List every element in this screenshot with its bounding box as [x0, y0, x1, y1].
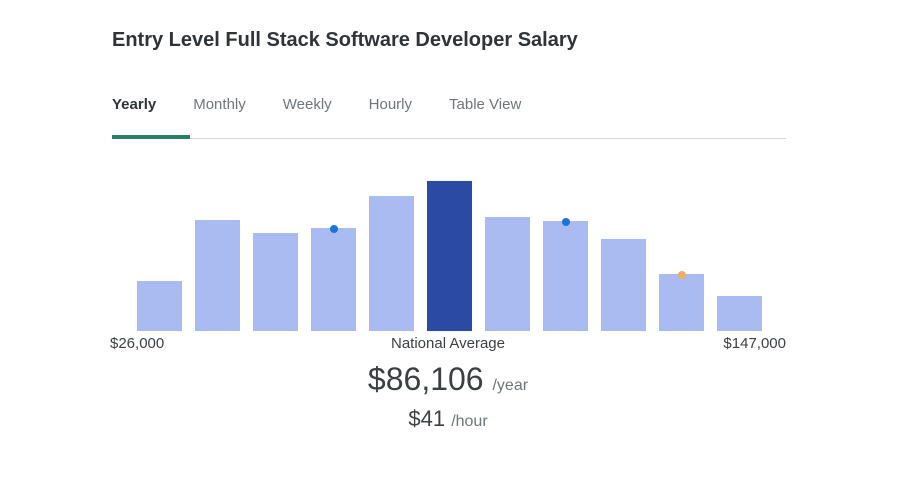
salary-widget: Entry Level Full Stack Software Develope… [110, 28, 786, 435]
min-salary-label: $26,000 [110, 335, 165, 352]
bar[interactable] [253, 233, 298, 331]
period-tabs: Yearly Monthly Weekly Hourly Table View [112, 96, 786, 139]
bar-chart-plot [137, 159, 762, 331]
bar[interactable] [137, 281, 182, 331]
salary-summary: $86,106 /year $41 /hour [110, 361, 786, 435]
tab-yearly-label: Yearly [112, 96, 157, 113]
hourly-salary-amount: $41 [408, 406, 446, 431]
tab-hourly-label: Hourly [368, 96, 413, 113]
orange-dot-marker-icon [677, 271, 686, 279]
bar-national-average[interactable] [427, 181, 472, 331]
bar[interactable] [601, 239, 646, 331]
bar[interactable] [543, 218, 588, 331]
yearly-salary-unit: /year [492, 377, 529, 394]
hourly-salary-unit: /hour [451, 413, 488, 430]
bar[interactable] [717, 296, 762, 331]
hourly-salary: $41 /hour [110, 406, 786, 435]
tab-weekly-label: Weekly [282, 96, 332, 113]
yearly-salary-amount: $86,106 [367, 361, 484, 397]
tab-table-view-label: Table View [449, 96, 522, 113]
tab-monthly[interactable]: Monthly [193, 96, 283, 138]
national-average-label: National Average [391, 335, 505, 352]
bar[interactable] [659, 271, 704, 331]
bar[interactable] [195, 220, 240, 331]
bar[interactable] [485, 217, 530, 331]
tab-yearly[interactable]: Yearly [112, 96, 193, 139]
yearly-salary: $86,106 /year [110, 361, 786, 404]
bar[interactable] [369, 196, 414, 331]
max-salary-label: $147,000 [723, 335, 786, 352]
tab-weekly[interactable]: Weekly [283, 96, 369, 138]
tab-hourly[interactable]: Hourly [369, 96, 449, 138]
blue-dot-marker-icon [561, 218, 570, 226]
page-title: Entry Level Full Stack Software Develope… [112, 29, 578, 51]
bar[interactable] [311, 225, 356, 331]
tab-monthly-label: Monthly [193, 96, 246, 113]
blue-dot-marker-icon [329, 225, 338, 233]
tab-table-view[interactable]: Table View [449, 96, 558, 138]
